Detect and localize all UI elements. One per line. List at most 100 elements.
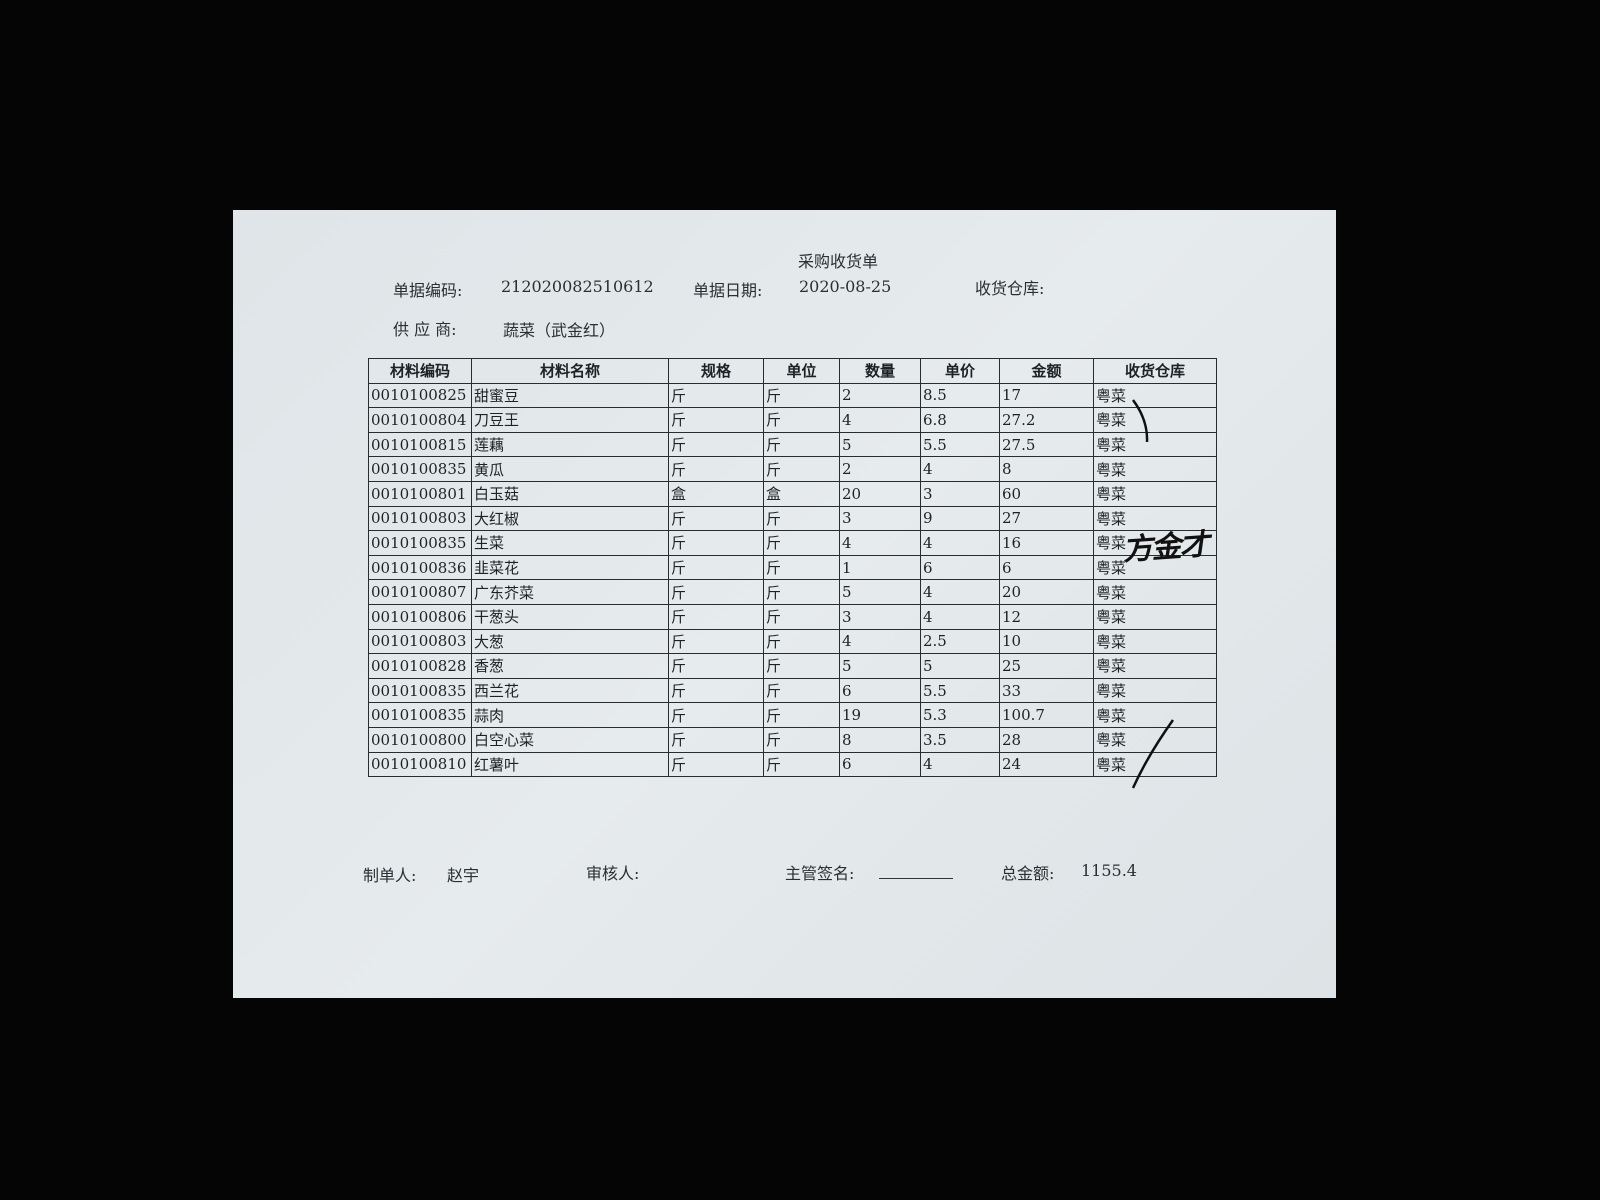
table-cell: 干葱头 <box>471 603 669 630</box>
table-cell: 20 <box>839 480 921 507</box>
table-cell: 0010100835 <box>368 530 472 556</box>
table-cell: 16 <box>999 530 1094 556</box>
table-row: 0010100803 大葱斤斤 4 2.5 10 粤菜 <box>368 628 1217 655</box>
table-cell: 0010100815 <box>368 431 472 458</box>
table-cell: 5 <box>839 653 921 679</box>
table-cell: 27 <box>999 505 1094 532</box>
table-cell: 4 <box>920 456 1000 482</box>
table-cell: 33 <box>999 677 1094 704</box>
table-cell: 粤菜 <box>1093 628 1217 655</box>
table-cell: 红薯叶 <box>471 751 669 778</box>
table-row: 0010100825 甜蜜豆斤斤 2 8.5 17 粤菜 <box>368 382 1217 409</box>
table-cell: 17 <box>999 382 1094 409</box>
table-cell: 粤菜 <box>1093 726 1217 753</box>
table-cell: 莲藕 <box>471 431 669 458</box>
table-cell: 斤 <box>763 579 840 605</box>
table-cell: 斤 <box>763 726 840 753</box>
table-cell: 斤 <box>668 726 764 753</box>
total-amount: 1155.4 <box>1081 861 1137 880</box>
table-row: 0010100810 红薯叶斤斤 6 4 24 粤菜 <box>368 751 1217 778</box>
table-cell: 粤菜 <box>1093 480 1217 507</box>
table-cell: 斤 <box>763 603 840 630</box>
table-cell: 3 <box>920 480 1000 507</box>
table-cell: 粤菜 <box>1093 530 1217 556</box>
table-cell: 3 <box>839 603 921 630</box>
table-cell: 香葱 <box>471 653 669 679</box>
table-cell: 5.5 <box>920 431 1000 458</box>
table-cell: 19 <box>839 702 921 728</box>
table-cell: 斤 <box>763 382 840 409</box>
table-cell: 粤菜 <box>1093 653 1217 679</box>
reviewer-label: 审核人: <box>586 864 640 883</box>
table-row: 0010100835 西兰花斤斤 6 5.5 33 粤菜 <box>368 677 1217 704</box>
table-cell: 27.5 <box>999 431 1094 458</box>
table-cell: 粤菜 <box>1093 677 1217 704</box>
table-row: 0010100800 白空心菜斤斤 8 3.5 28 粤菜 <box>368 726 1217 753</box>
table-cell: 粤菜 <box>1093 751 1217 778</box>
table-cell: 斤 <box>763 702 840 728</box>
table-row: 0010100803 大红椒斤斤 3 9 27 粤菜 <box>368 505 1217 532</box>
table-cell: 斤 <box>763 456 840 482</box>
table-cell: 粤菜 <box>1093 456 1217 482</box>
table-cell: 0010100825 <box>368 382 472 409</box>
table-cell: 黄瓜 <box>471 456 669 482</box>
maker: 赵宇 <box>447 866 480 885</box>
table-cell: 0010100828 <box>368 653 472 679</box>
table-row: 0010100801 白玉菇盒盒 20 3 60 粤菜 <box>368 480 1217 507</box>
table-cell: 6 <box>839 677 921 704</box>
table-cell: 6 <box>920 554 1000 581</box>
table-cell: 10 <box>999 628 1094 655</box>
table-cell: 24 <box>999 751 1094 778</box>
table-cell: 0010100803 <box>368 505 472 532</box>
table-cell: 刀豆王 <box>471 407 669 433</box>
column-header: 规格 <box>668 358 764 384</box>
table-cell: 斤 <box>668 751 764 778</box>
table-cell: 盒 <box>668 480 764 507</box>
column-header: 数量 <box>839 358 921 384</box>
table-cell: 8.5 <box>920 382 1000 409</box>
table-cell: 2 <box>839 382 921 409</box>
table-cell: 3 <box>839 505 921 532</box>
table-cell: 0010100810 <box>368 751 472 778</box>
table-cell: 斤 <box>668 702 764 728</box>
table-cell: 100.7 <box>999 702 1094 728</box>
maker-label: 制单人: <box>363 866 417 885</box>
document-title: 采购收货单 <box>798 252 879 271</box>
table-cell: 25 <box>999 653 1094 679</box>
table-row: 0010100835 蒜肉斤斤 19 5.3 100.7 粤菜 <box>368 702 1217 728</box>
table-cell: 大红椒 <box>471 505 669 532</box>
table-cell: 1 <box>839 554 921 581</box>
table-cell: 5 <box>920 653 1000 679</box>
doc-no: 212020082510612 <box>501 277 654 296</box>
table-cell: 6 <box>999 554 1094 581</box>
table-cell: 粤菜 <box>1093 382 1217 409</box>
table-cell: 60 <box>999 480 1094 507</box>
table-cell: 斤 <box>668 382 764 409</box>
table-cell: 斤 <box>763 530 840 556</box>
supervisor-signature-line <box>879 878 953 879</box>
table-cell: 28 <box>999 726 1094 753</box>
table-row: 0010100807 广东芥菜斤斤 5 4 20 粤菜 <box>368 579 1217 605</box>
table-cell: 0010100800 <box>368 726 472 753</box>
table-cell: 0010100803 <box>368 628 472 655</box>
table-cell: 0010100835 <box>368 677 472 704</box>
table-row: 0010100806 干葱头斤斤 3 4 12 粤菜 <box>368 603 1217 630</box>
table-cell: 2.5 <box>920 628 1000 655</box>
warehouse-label: 收货仓库: <box>975 279 1045 298</box>
receipt-paper: 采购收货单 单据编码: 212020082510612 单据日期: 2020-0… <box>233 210 1336 998</box>
table-cell: 4 <box>839 530 921 556</box>
column-header: 收货仓库 <box>1093 358 1217 384</box>
table-cell: 广东芥菜 <box>471 579 669 605</box>
table-cell: 5 <box>839 431 921 458</box>
table-cell: 斤 <box>763 628 840 655</box>
table-cell: 粤菜 <box>1093 407 1217 433</box>
table-cell: 5.3 <box>920 702 1000 728</box>
table-cell: 白玉菇 <box>471 480 669 507</box>
table-cell: 斤 <box>668 530 764 556</box>
table-cell: 4 <box>920 751 1000 778</box>
table-cell: 20 <box>999 579 1094 605</box>
table-row: 0010100836 韭菜花斤斤 1 6 6 粤菜 <box>368 554 1217 581</box>
total-label: 总金额: <box>1001 864 1055 883</box>
table-cell: 斤 <box>668 554 764 581</box>
table-cell: 斤 <box>668 653 764 679</box>
